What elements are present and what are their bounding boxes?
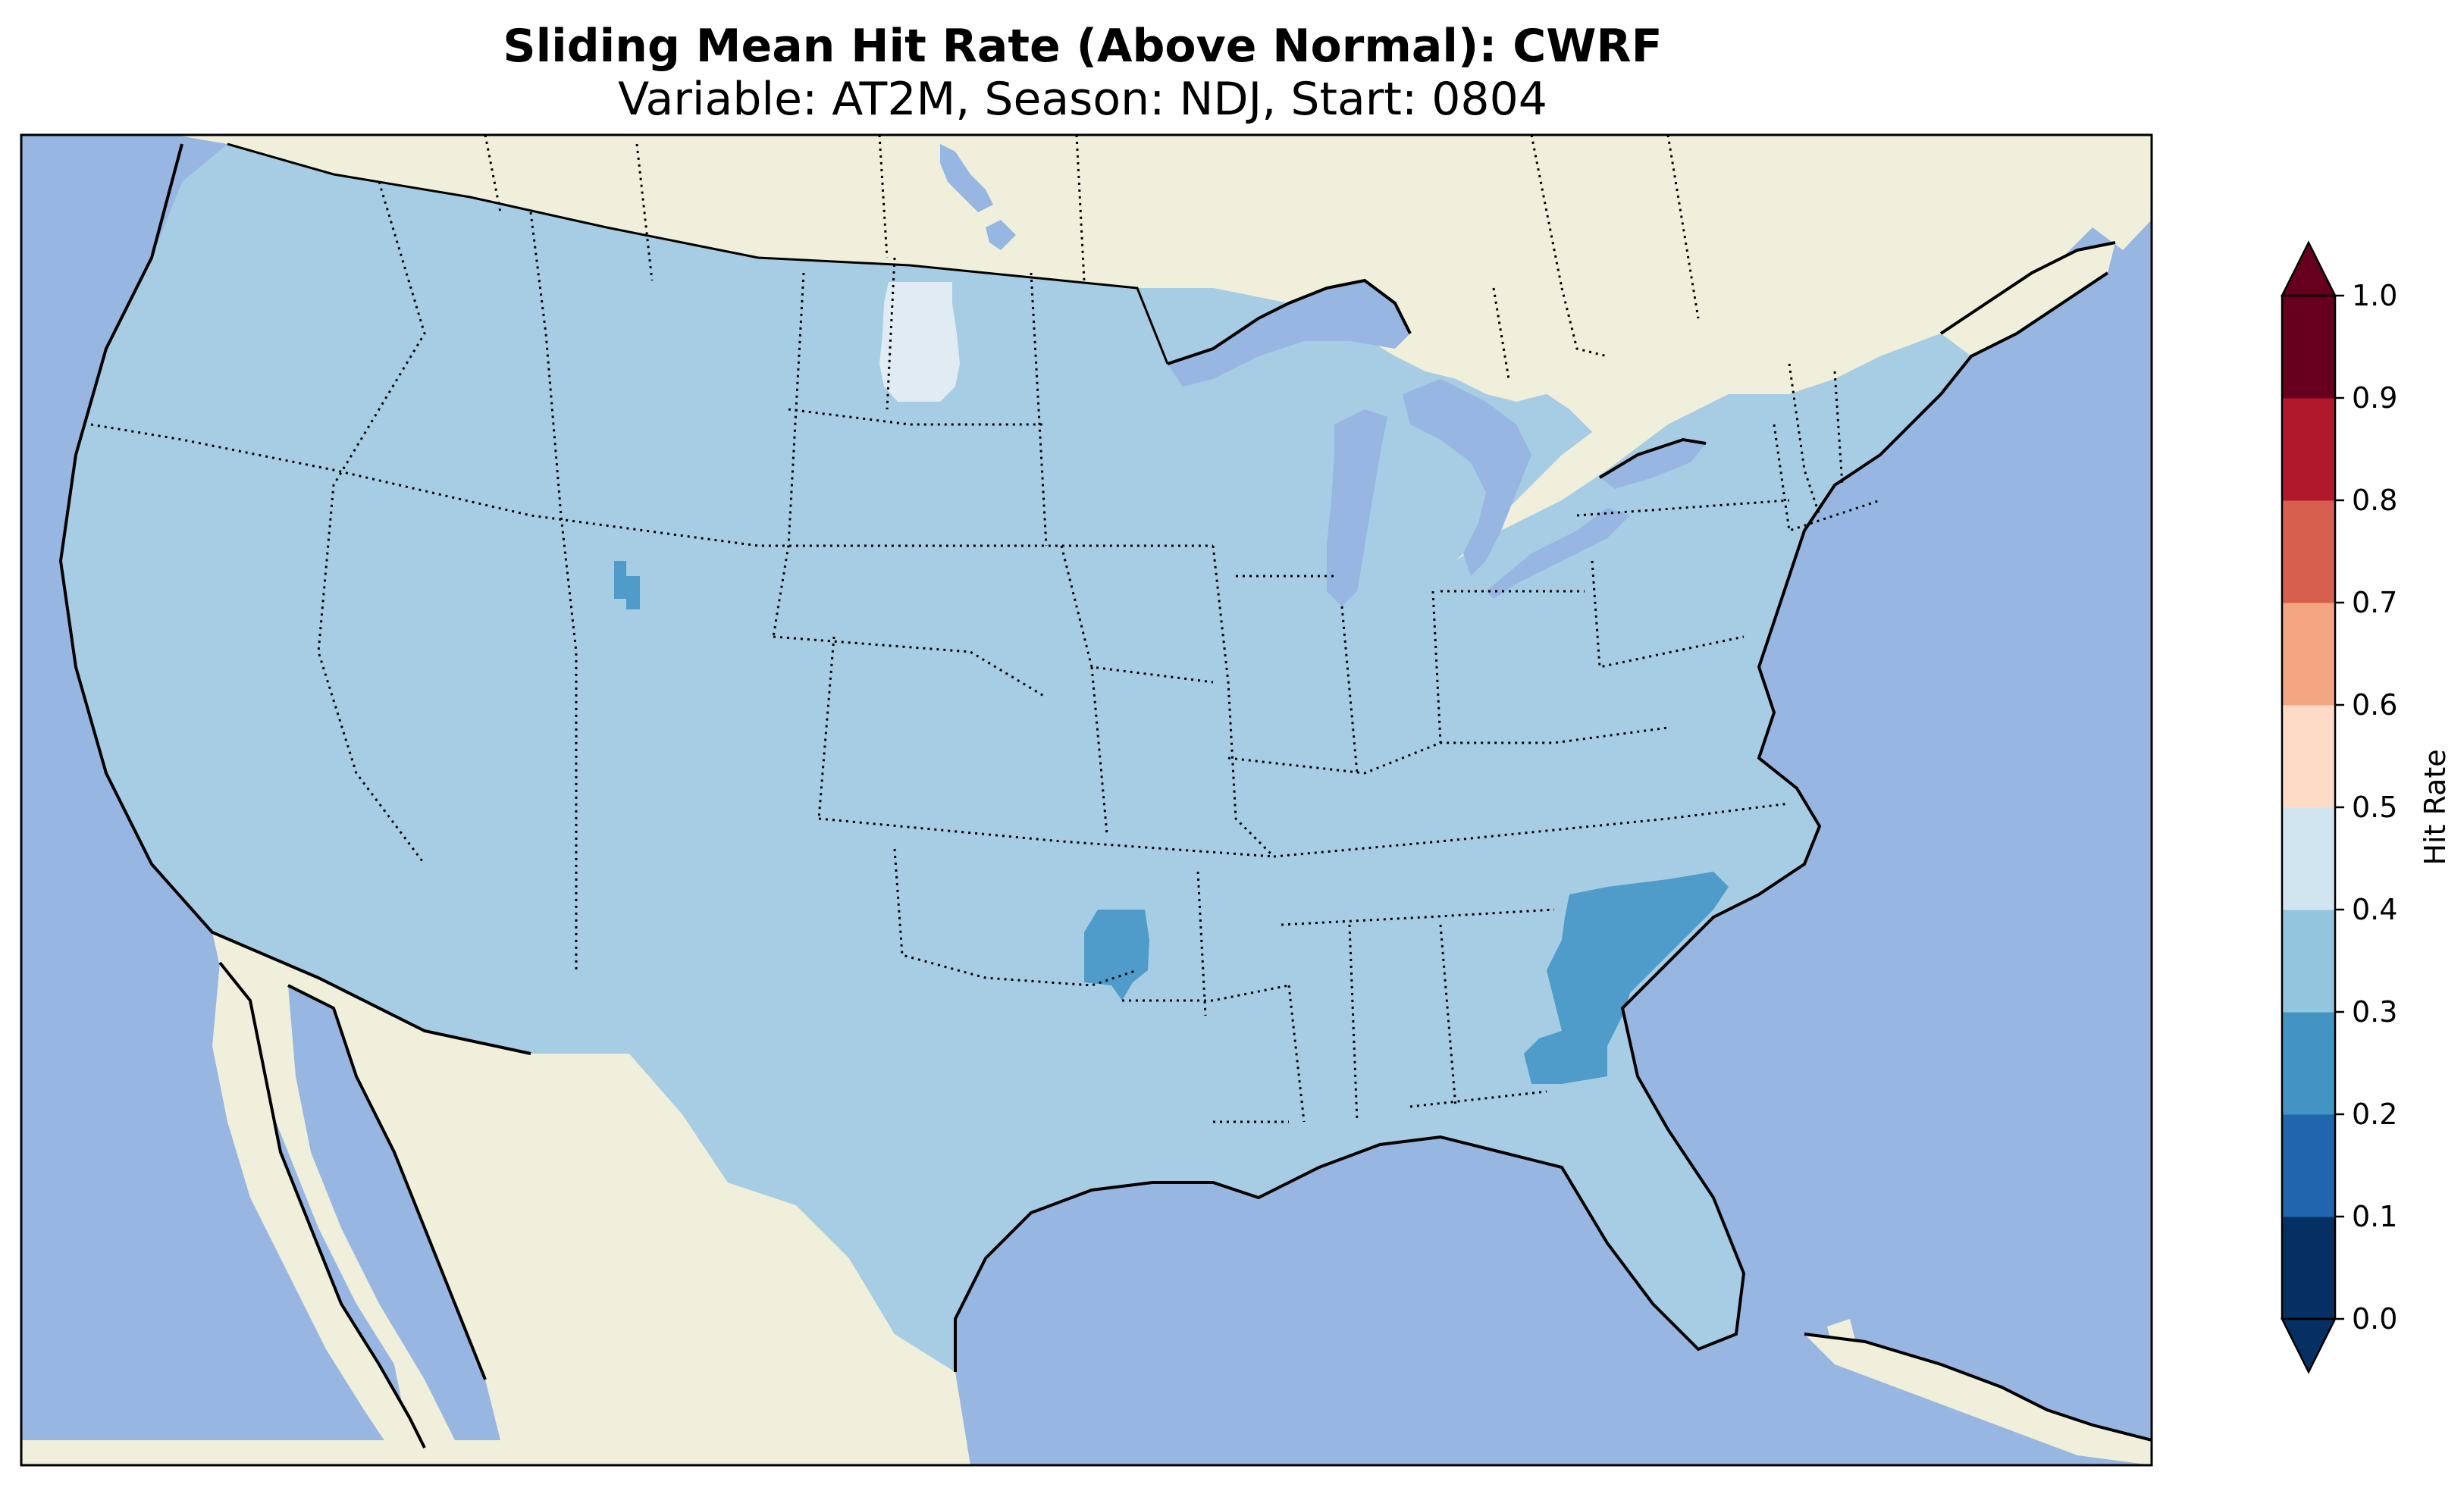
- lake-erie: [1486, 508, 1630, 599]
- colorbar-tick-label: 0.4: [2352, 893, 2397, 926]
- colorbar-label: Hit Rate: [2419, 749, 2452, 865]
- colorbar-tick-label: 0.9: [2352, 381, 2397, 415]
- lake-huron: [1403, 379, 1531, 576]
- colorbar-segment: [2282, 705, 2335, 808]
- baja-peninsula: [212, 963, 425, 1455]
- colorbar-segment: [2282, 398, 2335, 501]
- lake-ontario: [1600, 440, 1706, 489]
- canada-land: [174, 135, 2152, 561]
- colorbar-segment: [2282, 500, 2335, 603]
- canada-us-border: [227, 143, 1169, 365]
- colorbar-segment: [2282, 910, 2335, 1013]
- colorbar-tick-label: 0.1: [2352, 1200, 2397, 1233]
- colorbar-tick-label: 0.8: [2352, 484, 2397, 517]
- colorbar-tick-label: 0.2: [2352, 1098, 2397, 1131]
- colorbar-extend-low: [2280, 1317, 2337, 1374]
- colorbar-tick-label: 1.0: [2352, 279, 2397, 312]
- oklahoma-low-area: [1084, 910, 1149, 1001]
- colorbar: 0.0 0.1 0.2 0.3 0.4 0.5 0.6 0.7 0.8 0.9 1.0 Hit Ra…: [2280, 240, 2452, 1374]
- colorbar-segment: [2282, 807, 2335, 910]
- colorbar-tick-label: 0.6: [2352, 688, 2397, 722]
- colorbar-tick-label: 0.0: [2352, 1302, 2397, 1336]
- lake-of-the-woods: [986, 220, 1016, 250]
- lake-michigan: [1327, 409, 1387, 606]
- southeast-low-area: [1524, 872, 1729, 1084]
- colorbar-tick-label: 0.3: [2352, 995, 2397, 1029]
- colorbar-segment: [2282, 296, 2335, 399]
- gulf-of-california: [288, 985, 500, 1440]
- map-border: [20, 133, 2153, 1467]
- coastlines: [58, 143, 2152, 1449]
- wyoming-low-area: [614, 561, 640, 609]
- maritime-land: [1941, 243, 2115, 356]
- map-title-line1: Sliding Mean Hit Rate (Above Normal): CW…: [503, 20, 1663, 73]
- colorbar-extend-high: [2280, 240, 2337, 297]
- colorbar-tick-label: 0.7: [2352, 586, 2397, 619]
- lake-superior: [1168, 280, 1410, 387]
- colorbar-segment: [2282, 603, 2335, 706]
- lake-winnipeg: [940, 144, 993, 212]
- map-title-line2: Variable: AT2M, Season: NDJ, Start: 0804: [618, 73, 1547, 126]
- state-boundaries: [90, 135, 1881, 1123]
- colorbar-segment: [2282, 1114, 2335, 1217]
- cuba-land: [1804, 1334, 2152, 1465]
- colorbar-tick-label: 0.5: [2352, 791, 2397, 824]
- colorbar-segment: [2282, 1217, 2335, 1320]
- north-dakota-high-area: [879, 282, 960, 402]
- colorbar-segment: [2282, 1012, 2335, 1115]
